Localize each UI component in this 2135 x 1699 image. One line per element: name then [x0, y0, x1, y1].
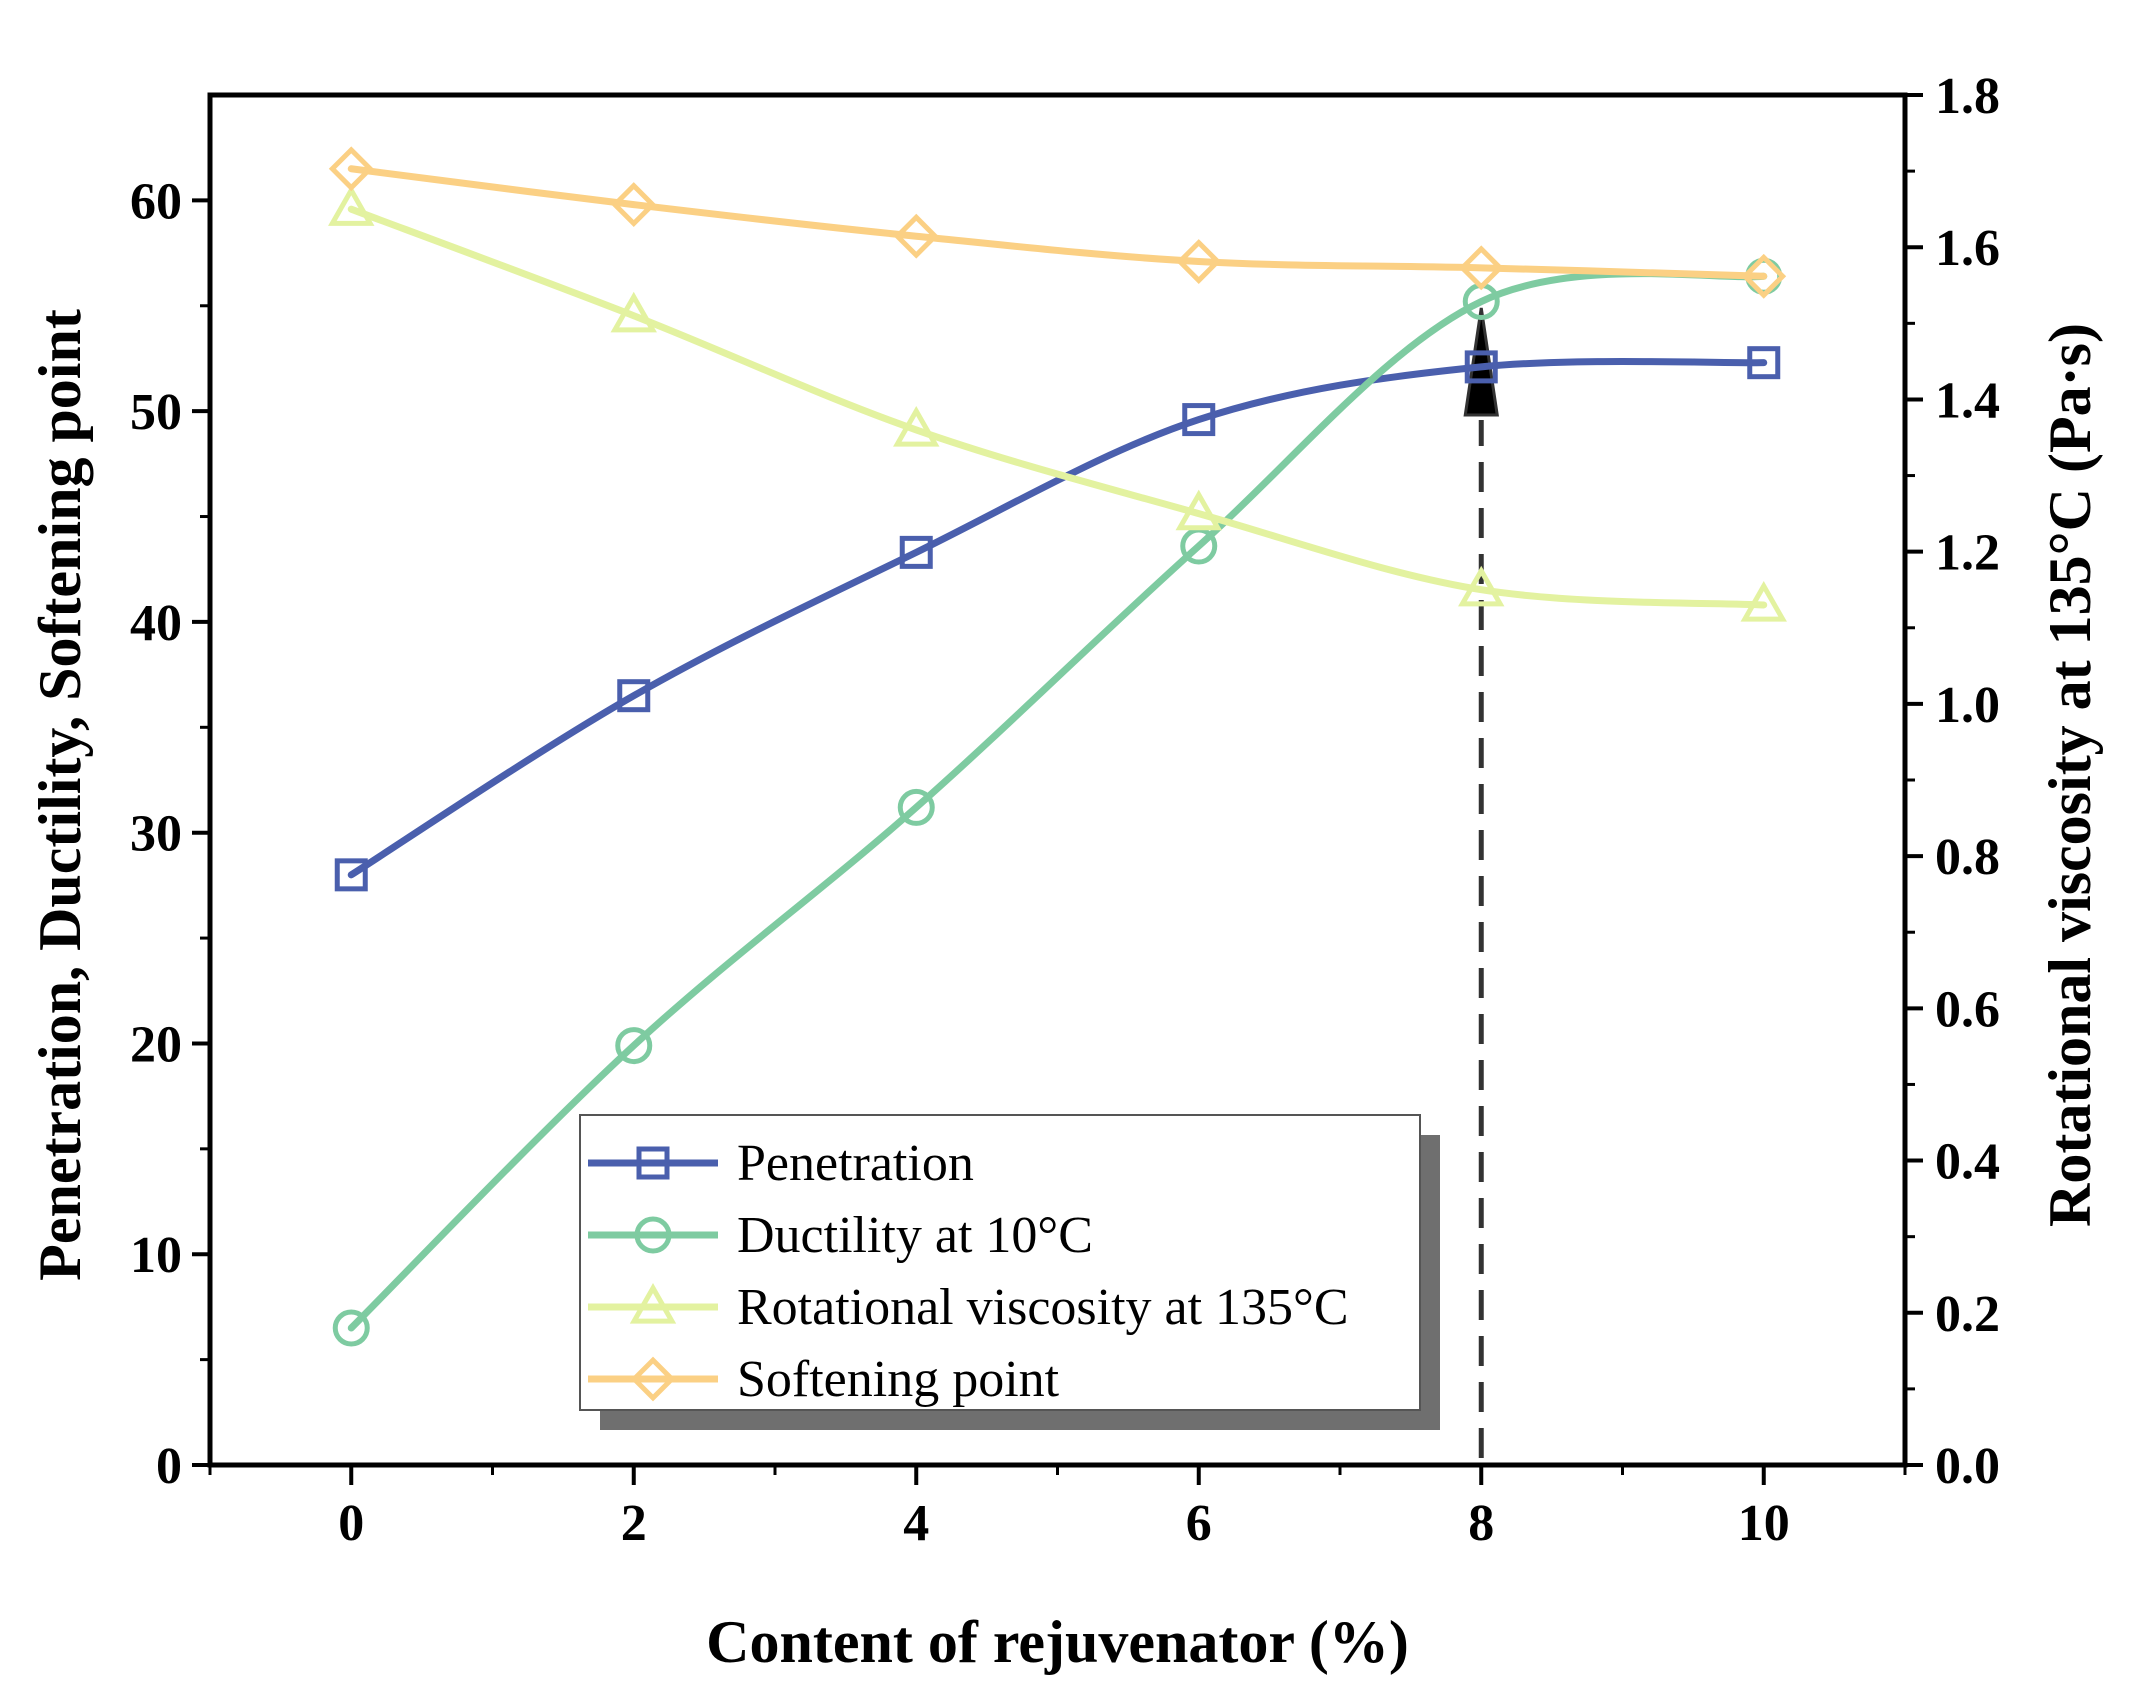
data-point — [1458, 245, 1504, 291]
legend-item: Softening point — [588, 1351, 1060, 1408]
legend-marker — [636, 1146, 670, 1180]
x-tick-label: 4 — [903, 1495, 929, 1552]
data-point — [1741, 253, 1787, 299]
data-point — [332, 1309, 370, 1347]
legend-box — [579, 1114, 1421, 1411]
data-point — [893, 213, 939, 259]
data-point — [334, 858, 368, 892]
x-tick-label: 2 — [621, 1495, 647, 1552]
y-left-tick-label: 10 — [130, 1227, 182, 1284]
y-right-tick-label: 0.0 — [1935, 1438, 2000, 1495]
legend-marker — [629, 1283, 677, 1324]
data-point — [1458, 565, 1505, 607]
data-point — [1464, 350, 1498, 384]
y-right-tick-label: 1.0 — [1935, 677, 2000, 734]
data-point — [328, 185, 375, 226]
y-right-tick-label: 1.4 — [1935, 372, 2000, 429]
legend-marker — [630, 1356, 676, 1402]
y-left-tick-label: 40 — [130, 595, 182, 652]
legend-item: Ductility at 10°C — [588, 1207, 1093, 1264]
y-left-axis-title: Penetration, Ductility, Softening point — [27, 309, 93, 1281]
annotation-layer — [1463, 307, 1499, 1458]
data-point — [617, 679, 651, 713]
data-point — [1182, 403, 1216, 437]
y-right-tick-label: 1.6 — [1935, 220, 2000, 277]
data-point — [1740, 581, 1787, 622]
data-point — [611, 182, 657, 228]
y-right-tick-label: 1.2 — [1935, 525, 2000, 582]
data-point — [328, 146, 374, 192]
data-point — [897, 788, 935, 826]
x-tick-label: 0 — [338, 1495, 364, 1552]
axes-layer: 0 2 4 6 8 10 0 10 20 30 40 50 60 0.0 0.2 0.4 0.6 0.8 1.0 1.… — [27, 68, 2103, 1675]
data-point — [899, 535, 933, 569]
y-right-tick-label: 0.2 — [1935, 1286, 2000, 1343]
data-point — [610, 291, 657, 333]
data-point — [1176, 239, 1222, 284]
legend-label: Softening point — [737, 1351, 1060, 1408]
x-tick-label: 10 — [1738, 1495, 1790, 1552]
y-left-tick-label: 20 — [130, 1016, 182, 1073]
y-right-axis-title: Rotational viscosity at 135°C (Pa·s) — [2037, 323, 2103, 1227]
series-line — [347, 165, 1768, 280]
legend-item: Rotational viscosity at 135°C — [588, 1279, 1349, 1336]
data-point — [1175, 489, 1222, 531]
x-tick-label: 6 — [1186, 1495, 1212, 1552]
y-left-tick-label: 30 — [130, 806, 182, 863]
y-right-tick-label: 0.8 — [1935, 829, 2000, 886]
y-right-tick-label: 0.4 — [1935, 1134, 2000, 1191]
legend-marker — [634, 1216, 672, 1254]
legend-label: Rotational viscosity at 135°C — [737, 1279, 1349, 1336]
x-tick-label: 8 — [1468, 1495, 1494, 1552]
legend-label: Ductility at 10°C — [737, 1207, 1093, 1264]
legend-label: Penetration — [737, 1135, 974, 1192]
y-left-tick-label: 50 — [130, 384, 182, 441]
series-line — [347, 357, 1768, 879]
y-right-tick-label: 0.6 — [1935, 981, 2000, 1038]
x-axis-title: Content of rejuvenator (%) — [706, 1609, 1409, 1675]
series-line — [347, 205, 1768, 609]
data-point — [1747, 346, 1781, 380]
y-right-tick-label: 1.8 — [1935, 68, 2000, 125]
y-left-tick-label: 0 — [156, 1438, 182, 1495]
legend: Penetration Ductility at 10°C Rotational v… — [579, 1114, 1440, 1430]
annotation-arrow — [1463, 307, 1499, 417]
y-left-tick-label: 60 — [130, 173, 182, 230]
series-layer — [328, 146, 1787, 1347]
data-point — [893, 405, 940, 447]
legend-item: Penetration — [588, 1135, 974, 1192]
data-point — [615, 1027, 653, 1065]
